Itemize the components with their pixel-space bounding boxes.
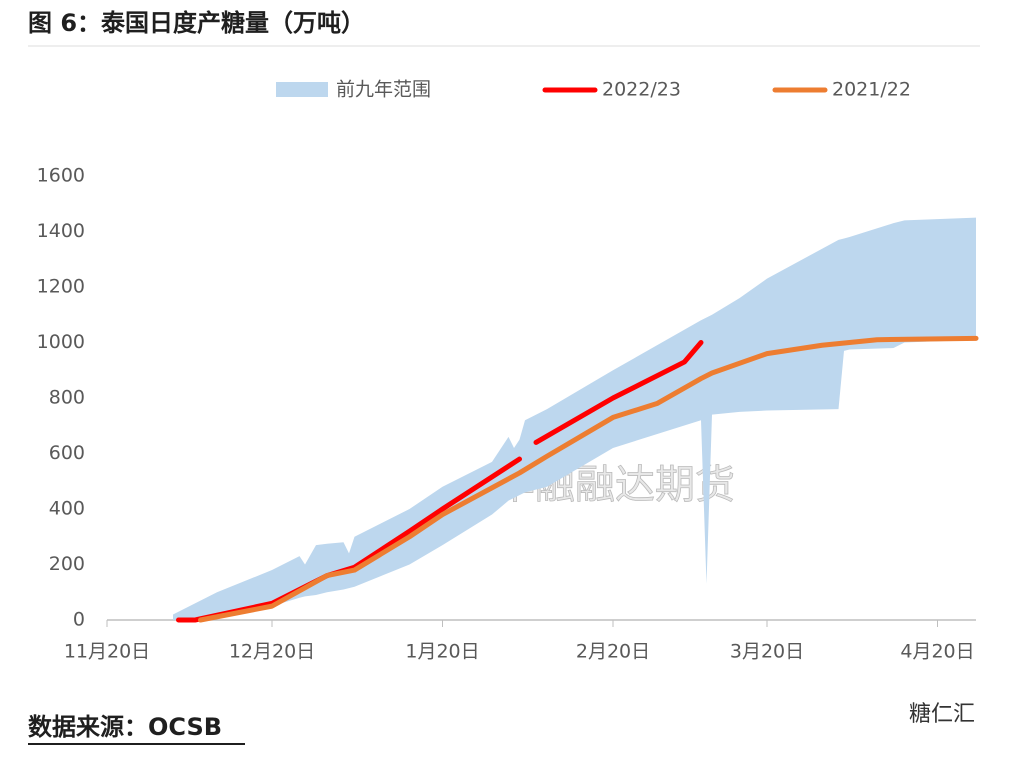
legend-label: 2022/23 bbox=[602, 79, 681, 101]
series-line bbox=[198, 335, 979, 623]
x-tick-label: 12月20日 bbox=[229, 641, 315, 663]
y-tick-label: 0 bbox=[73, 609, 85, 631]
legend-label: 前九年范围 bbox=[336, 79, 431, 101]
legend-swatch bbox=[276, 82, 328, 97]
y-tick-label: 800 bbox=[49, 387, 85, 409]
x-tick-label: 1月20日 bbox=[405, 641, 479, 663]
x-tick-label: 11月20日 bbox=[64, 641, 150, 663]
chart-title: 图 6：泰国日度产糖量（万吨） bbox=[28, 9, 365, 37]
x-tick-label: 2月20日 bbox=[576, 641, 650, 663]
y-tick-label: 400 bbox=[49, 498, 85, 520]
source: 数据来源：OCSB bbox=[28, 713, 222, 741]
y-tick-label: 1400 bbox=[37, 220, 85, 242]
x-tick-label: 4月20日 bbox=[900, 641, 974, 663]
legend-label: 2021/22 bbox=[832, 79, 911, 101]
x-tick-label: 3月20日 bbox=[730, 641, 804, 663]
y-tick-label: 600 bbox=[49, 442, 85, 464]
y-tick-label: 1200 bbox=[37, 276, 85, 298]
y-tick-label: 200 bbox=[49, 553, 85, 575]
y-tick-label: 1000 bbox=[37, 331, 85, 353]
y-tick-label: 1600 bbox=[37, 165, 85, 187]
brand: 糖仁汇 bbox=[909, 702, 975, 727]
